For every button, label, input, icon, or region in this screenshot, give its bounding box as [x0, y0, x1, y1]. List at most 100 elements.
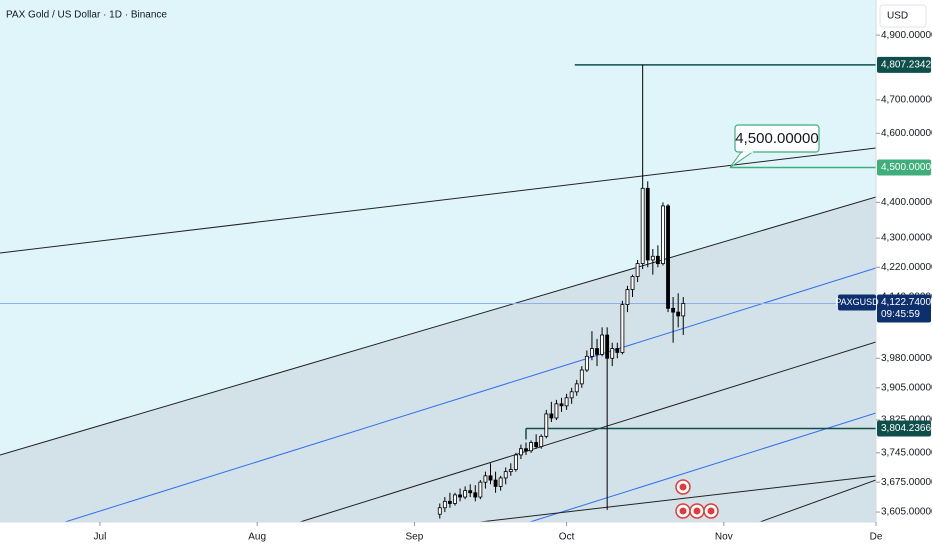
price-label-box	[877, 294, 931, 323]
candle-body	[524, 448, 528, 452]
event-icon-dot	[693, 507, 701, 515]
candle-body	[453, 494, 457, 504]
trend-line	[479, 475, 876, 522]
candle-body	[655, 255, 660, 265]
candle-body	[661, 205, 665, 265]
y-tick-label: 3,825.00000	[881, 415, 932, 426]
trend-line	[299, 341, 876, 522]
candle-body	[529, 442, 533, 452]
candle-body	[600, 334, 605, 355]
candle-body	[605, 334, 610, 359]
candle-body	[508, 469, 513, 473]
candle-body	[666, 205, 670, 309]
trend-line	[0, 196, 876, 456]
y-tick-label: 4,220.00000	[881, 262, 932, 273]
trend-line	[529, 412, 876, 522]
candle-body	[483, 475, 488, 483]
callout-box	[734, 124, 820, 153]
x-tick-label: Nov	[715, 532, 733, 543]
candle-body	[615, 348, 620, 353]
level-label: 4,807.23428	[881, 59, 932, 70]
candle-body	[447, 500, 452, 504]
candle-body	[498, 477, 503, 487]
chart-title: PAX Gold / US Dollar · 1D · Binance	[6, 10, 167, 21]
candle-body	[554, 403, 559, 419]
candle-body	[513, 454, 518, 470]
candle-body	[458, 494, 462, 498]
price-label: 4,122.74008	[881, 297, 932, 308]
candle-body	[630, 276, 635, 290]
candle-body	[681, 303, 686, 317]
marks	[0, 64, 876, 519]
candle-body	[534, 442, 539, 448]
candle-body	[478, 481, 483, 498]
trend-line	[64, 267, 876, 522]
candle-body	[635, 263, 640, 277]
y-tick-label: 4,700.00000	[881, 95, 932, 106]
x-tick-label: Jul	[94, 532, 107, 543]
candle-body	[473, 492, 478, 498]
countdown: 09:45:59	[881, 309, 920, 320]
y-tick-label: 3,905.00000	[881, 382, 932, 393]
event-icon-dot	[707, 507, 715, 515]
candle-body	[650, 255, 655, 261]
symbol-tag-text: PAXGUSD	[835, 297, 879, 307]
candle-body	[549, 413, 554, 419]
y-tick-label: 3,675.00000	[881, 477, 932, 488]
x-tick-label: Oct	[559, 532, 575, 543]
y-tick-label: 3,745.00000	[881, 447, 932, 458]
x-axis-area	[0, 522, 876, 550]
candle-body	[463, 490, 468, 498]
currency: USD	[887, 11, 908, 22]
level-label-box	[877, 56, 931, 73]
candle-body	[574, 383, 579, 393]
drawings	[0, 147, 876, 522]
candle-body	[645, 187, 650, 261]
candle-body	[442, 500, 447, 509]
candle-body	[519, 448, 523, 456]
y-axis-area	[876, 0, 932, 550]
trend-line	[0, 147, 876, 254]
y-tick-label: 4,900.00000	[881, 30, 932, 41]
candle-body	[590, 348, 594, 357]
callout-text: 4,500.00000	[735, 130, 818, 147]
x-tick-label: Aug	[248, 532, 266, 543]
candle-body	[625, 289, 630, 305]
candle-body	[468, 490, 473, 494]
level-label: 3,804.23666	[881, 423, 932, 434]
candle-body	[488, 475, 493, 481]
candle-body	[671, 307, 676, 313]
trend-line	[759, 479, 876, 522]
x-tick-label: Sep	[406, 532, 424, 543]
y-tick-label: 4,600.00000	[881, 128, 932, 139]
candle-body	[640, 187, 645, 265]
candle-body	[437, 507, 442, 515]
y-tick-label: 4,300.00000	[881, 233, 932, 244]
symbol-tag	[838, 294, 876, 311]
candle-body	[579, 369, 584, 385]
x-tick-label: De	[870, 532, 883, 543]
y-tick-label: 3,605.00000	[881, 507, 932, 518]
candle-body	[503, 471, 508, 479]
channel-fill	[0, 197, 876, 522]
candle-body	[610, 348, 615, 359]
level-label-box	[877, 159, 931, 176]
candle-body	[569, 391, 574, 399]
level-label: 4,500.00000	[881, 162, 932, 173]
candle-body	[544, 413, 549, 437]
candle-body	[676, 311, 681, 317]
event-icon-dot	[679, 483, 687, 491]
callout-pointer	[729, 150, 755, 168]
candle-body	[584, 355, 589, 371]
y-tick-label: 3,980.00000	[881, 353, 932, 364]
currency-box[interactable]	[879, 4, 927, 28]
candle-body	[559, 403, 564, 407]
level-label-box	[877, 420, 931, 437]
y-tick-label: 4,400.00000	[881, 197, 932, 208]
candle-body	[564, 397, 569, 407]
candle-body	[539, 435, 544, 448]
event-icon-dot	[679, 507, 687, 515]
candle-body	[620, 304, 625, 353]
candle-body	[493, 479, 498, 487]
